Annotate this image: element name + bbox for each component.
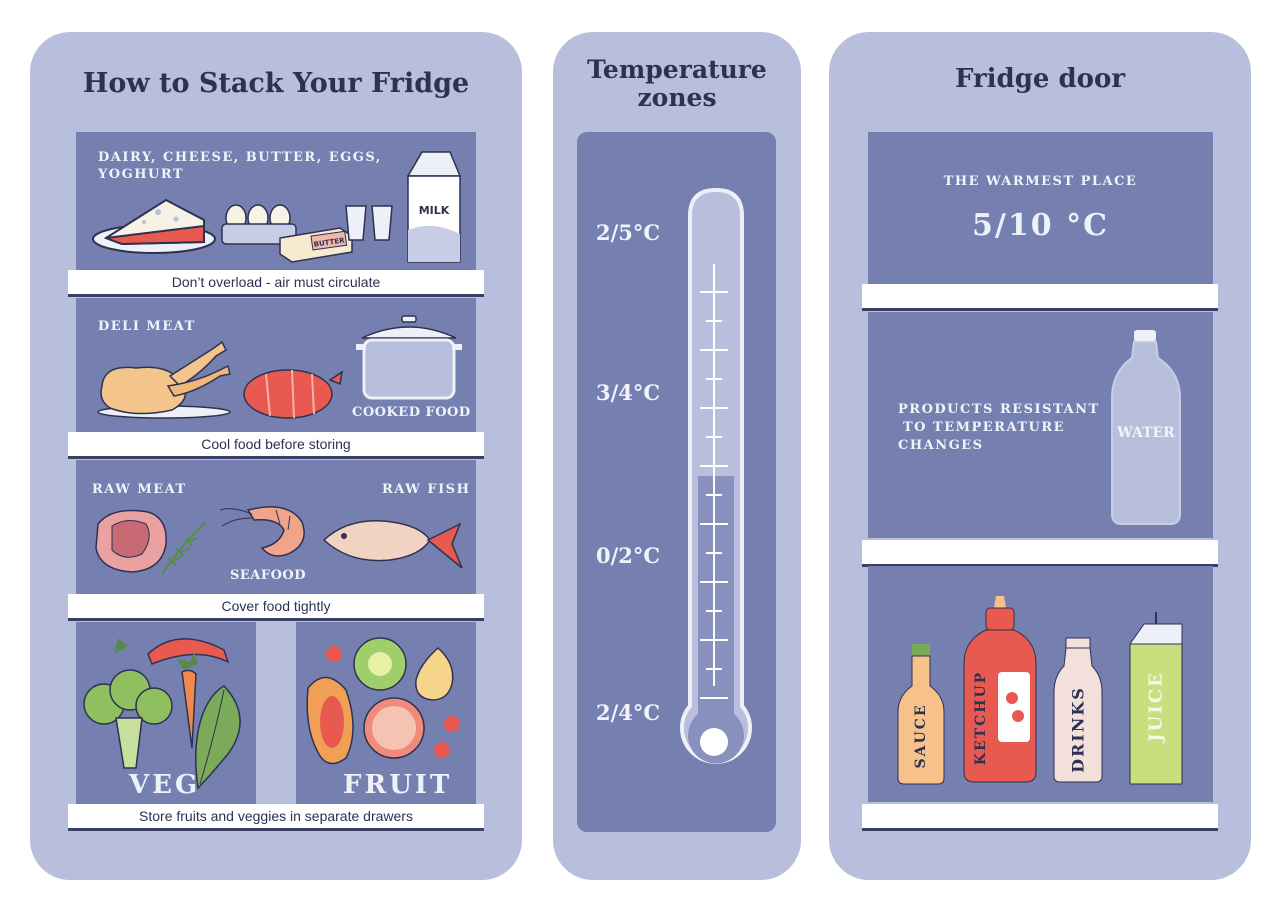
cheese-icon	[92, 198, 216, 254]
butter-icon: BUTTER	[279, 227, 353, 263]
raw-shelf-tip: Cover food tightly	[68, 594, 484, 618]
eggs-icon	[221, 204, 297, 245]
chicken-icon	[97, 340, 231, 419]
resistant-line1: PRODUCTS RESISTANT	[898, 402, 1100, 417]
middle-panel-title-line1: Temperature	[587, 55, 767, 84]
shrimp-icon	[219, 506, 305, 557]
zone-temp-2: 3/4°C	[596, 380, 661, 405]
door-shelf-3	[862, 804, 1218, 828]
zone-temp-1: 2/5°C	[596, 220, 661, 245]
resistant-line3: CHANGES	[898, 438, 984, 453]
water-label: WATER	[1117, 425, 1175, 441]
raw-meat-label: RAW MEAT	[92, 482, 187, 497]
milk-text: MILK	[419, 204, 450, 217]
middle-panel-title-line2: zones	[637, 83, 717, 112]
seafood-label: SEAFOOD	[230, 568, 307, 583]
juice-carton-icon	[1129, 612, 1183, 785]
drawers-tip: Store fruits and veggies in separate dra…	[68, 804, 484, 828]
zone-temp-4: 2/4°C	[596, 700, 661, 725]
deli-shelf-tip: Cool food before storing	[68, 432, 484, 456]
vegetables-icon	[83, 638, 241, 790]
door-top-shelf	[868, 132, 1213, 286]
ketchup-bottle-icon	[963, 596, 1037, 783]
raw-meat-icon	[95, 509, 207, 575]
cooked-food-label: COOKED FOOD	[352, 405, 471, 420]
cooking-pot-icon	[356, 315, 462, 400]
ketchup-label: KETCHUP	[973, 670, 989, 766]
sauce-label: SAUCE	[913, 703, 929, 769]
fruit-label: FRUIT	[343, 770, 453, 800]
fish-icon	[322, 520, 463, 569]
fruits-icon	[306, 637, 460, 765]
sausage-icon	[243, 369, 344, 419]
left-panel-title: How to Stack Your Fridge	[82, 68, 470, 99]
right-panel-title: Fridge door	[954, 64, 1126, 94]
veg-label: VEG	[129, 770, 201, 800]
dairy-label-line2: YOGHURT	[98, 167, 185, 182]
thermometer-icon	[680, 187, 752, 764]
zone-temp-3: 0/2°C	[596, 543, 661, 568]
dairy-shelf-tip: Don’t overload - air must circulate	[68, 270, 484, 294]
resistant-line2: TO TEMPERATURE	[903, 420, 1066, 435]
sauce-bottle-icon	[897, 644, 945, 785]
raw-fish-label: RAW FISH	[382, 482, 471, 497]
door-shelf-1	[862, 284, 1218, 308]
milk-carton-icon: MILK	[406, 151, 462, 263]
drinks-bottle-icon	[1053, 637, 1103, 783]
deli-meat-label: DELI MEAT	[98, 319, 196, 334]
yoghurt-cups-icon	[345, 205, 393, 241]
drinks-label: DRINKS	[1068, 686, 1088, 773]
juice-label: JUICE	[1145, 671, 1167, 742]
dairy-label-line1: DAIRY, CHEESE, BUTTER, EGGS,	[98, 150, 382, 165]
water-bottle-icon	[1111, 330, 1181, 525]
warmest-temp: 5/10 °C	[972, 208, 1109, 243]
door-shelf-2	[862, 540, 1218, 564]
warmest-place-label: THE WARMEST PLACE	[943, 174, 1138, 189]
